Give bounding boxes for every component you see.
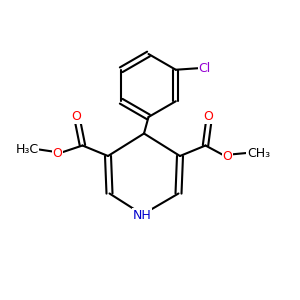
Text: O: O bbox=[204, 110, 213, 123]
Text: O: O bbox=[72, 110, 81, 123]
Text: CH₃: CH₃ bbox=[247, 146, 270, 160]
Text: H₃C: H₃C bbox=[15, 143, 39, 156]
Text: O: O bbox=[223, 149, 232, 163]
Text: NH: NH bbox=[133, 209, 151, 222]
Text: Cl: Cl bbox=[199, 62, 211, 75]
Text: O: O bbox=[53, 146, 62, 160]
